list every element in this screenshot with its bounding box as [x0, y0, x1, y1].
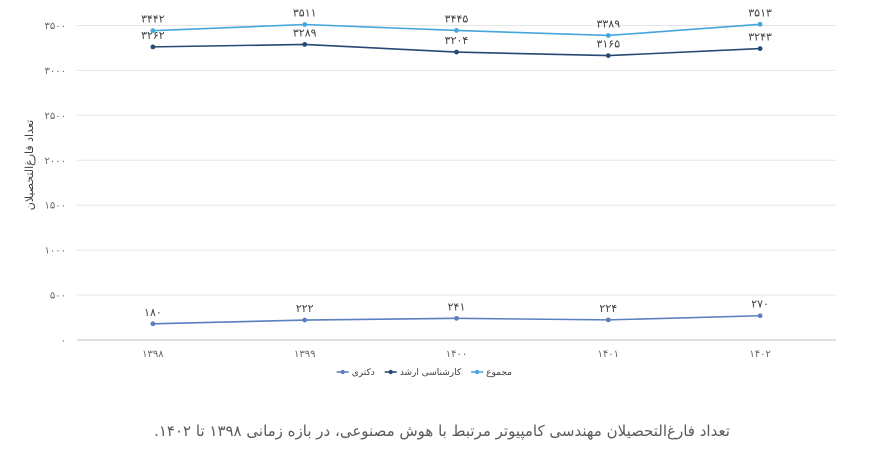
legend-item: مجموع: [471, 368, 512, 378]
data-point: [605, 33, 611, 38]
data-label: ۳۲۰۴: [445, 34, 469, 47]
data-label: ۳۲۴۳: [748, 31, 772, 44]
data-point: [454, 28, 459, 33]
legend-marker-dot: [474, 369, 480, 375]
legend-label: کارشناسی ارشد: [400, 368, 462, 378]
x-tick-label: ۱۴۰۲: [749, 349, 770, 360]
data-point: [605, 317, 611, 323]
x-tick-label: ۱۳۹۸: [142, 349, 164, 360]
y-tick-label: ۲۰۰۰: [45, 156, 66, 167]
legend-marker-dot: [388, 369, 393, 375]
gridlines: [77, 25, 836, 341]
data-point: [302, 22, 308, 27]
data-label: ۳۲۶۲: [141, 29, 165, 42]
x-axis-ticks: ۱۳۹۸ ۱۳۹۹ ۱۴۰۰ ۱۴۰۱ ۱۴۰۲: [142, 349, 771, 360]
data-point: [302, 42, 308, 47]
legend-marker-dot: [340, 369, 345, 375]
data-label: ۳۵۱۱: [293, 7, 317, 20]
data-point: [454, 49, 459, 55]
data-label: ۳۴۴۲: [141, 13, 165, 26]
data-point: [150, 321, 156, 327]
y-tick-label: ۱۵۰۰: [45, 201, 66, 212]
data-label: ۳۱۶۵: [596, 38, 620, 51]
data-label: ۳۳۸۹: [596, 17, 620, 30]
legend-item: کارشناسی ارشد: [384, 368, 462, 378]
data-label: ۲۲۴: [599, 302, 617, 315]
x-tick-label: ۱۴۰۱: [598, 349, 619, 360]
series-دکتری: ۱۸۰ ۲۲۲ ۲۴۱ ۲۲۴ ۲۷۰: [144, 298, 769, 327]
y-tick-label: ۱۰۰۰: [45, 246, 66, 257]
series-مجموع: ۳۴۴۲ ۳۵۱۱ ۳۴۴۵ ۳۳۸۹ ۳۵۱۳: [141, 6, 772, 38]
data-label: ۲۴۱: [448, 300, 466, 313]
x-tick-label: ۱۳۹۹: [294, 349, 315, 360]
legend-label: مجموع: [486, 368, 512, 378]
y-tick-label: ۰: [61, 336, 66, 347]
data-point: [150, 28, 156, 34]
y-axis-ticks: ۰ ۵۰۰ ۱۰۰۰ ۱۵۰۰ ۲۰۰۰ ۲۵۰۰ ۳۰۰۰ ۳۵۰۰: [45, 21, 66, 347]
figure-caption: تعداد فارغ‌التحصیلان مهندسی کامپیوتر مرت…: [154, 422, 730, 440]
data-point: [454, 315, 459, 321]
y-tick-label: ۳۵۰۰: [45, 21, 66, 32]
data-label: ۱۸۰: [144, 306, 162, 319]
series-کارشناسی ارشد: ۳۲۶۲ ۳۲۸۹ ۳۲۰۴ ۳۱۶۵ ۳۲۴۳: [141, 26, 772, 59]
data-point: [302, 317, 308, 323]
data-label: ۳۵۱۳: [748, 6, 772, 19]
data-label: ۲۷۰: [751, 298, 769, 311]
legend-item: دکتری: [336, 368, 375, 378]
data-point: [150, 44, 156, 50]
legend-label: دکتری: [352, 368, 375, 378]
data-point: [605, 53, 611, 59]
x-tick-label: ۱۴۰۰: [446, 349, 467, 360]
data-label: ۲۲۲: [296, 302, 314, 315]
y-axis-label: تعداد فارغ‌التحصیلان: [23, 120, 36, 210]
y-tick-label: ۵۰۰: [50, 291, 66, 302]
legend: مجموع کارشناسی ارشد دکتری: [336, 368, 512, 378]
data-label: ۳۴۴۵: [445, 12, 469, 25]
y-tick-label: ۳۰۰۰: [45, 66, 66, 77]
data-point: [757, 21, 763, 27]
data-label: ۳۲۸۹: [293, 26, 317, 39]
y-tick-label: ۲۵۰۰: [45, 111, 66, 122]
data-point: [757, 313, 763, 319]
data-point: [757, 46, 763, 51]
